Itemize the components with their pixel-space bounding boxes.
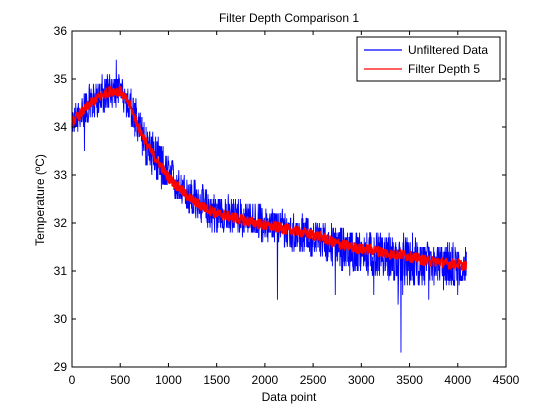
- y-tick-label: 30: [54, 312, 68, 326]
- x-axis-label: Data point: [262, 390, 317, 404]
- plot-background: [72, 31, 506, 367]
- x-tick-label: 3500: [396, 373, 423, 387]
- y-tick-label: 29: [54, 360, 68, 374]
- y-axis-label: Temperature (ºC): [33, 154, 47, 246]
- y-tick-label: 34: [54, 120, 68, 134]
- ticks-layer: 0 500 1000 1500 2000 2500 3000 3500 4000 4500 29 30…: [54, 24, 520, 387]
- legend: Unfiltered Data Filter Depth 5: [356, 36, 501, 82]
- chart-title: Filter Depth Comparison 1: [219, 11, 359, 25]
- x-tick-label: 500: [110, 373, 130, 387]
- legend-label-filtered: Filter Depth 5: [408, 62, 480, 76]
- x-tick-label: 0: [69, 373, 76, 387]
- y-tick-label: 33: [54, 168, 68, 182]
- x-tick-label: 2000: [252, 373, 279, 387]
- plot-area: 0 500 1000 1500 2000 2500 3000 3500 4000 4500 29 30…: [54, 24, 520, 387]
- series-filter-depth-5: [71, 85, 468, 272]
- axes-box: [71, 30, 507, 368]
- legend-label-unfiltered: Unfiltered Data: [408, 43, 488, 57]
- x-tick-label: 3000: [348, 373, 375, 387]
- legend-box: [356, 36, 501, 82]
- series-layer: [71, 59, 468, 353]
- y-tick-label: 31: [54, 264, 68, 278]
- y-tick-label: 36: [54, 24, 68, 38]
- x-tick-label: 1500: [203, 373, 230, 387]
- y-tick-label: 35: [54, 72, 68, 86]
- x-tick-label: 4500: [493, 373, 520, 387]
- x-tick-label: 1000: [155, 373, 182, 387]
- x-tick-label: 4000: [444, 373, 471, 387]
- x-tick-label: 2500: [300, 373, 327, 387]
- y-tick-label: 32: [54, 216, 68, 230]
